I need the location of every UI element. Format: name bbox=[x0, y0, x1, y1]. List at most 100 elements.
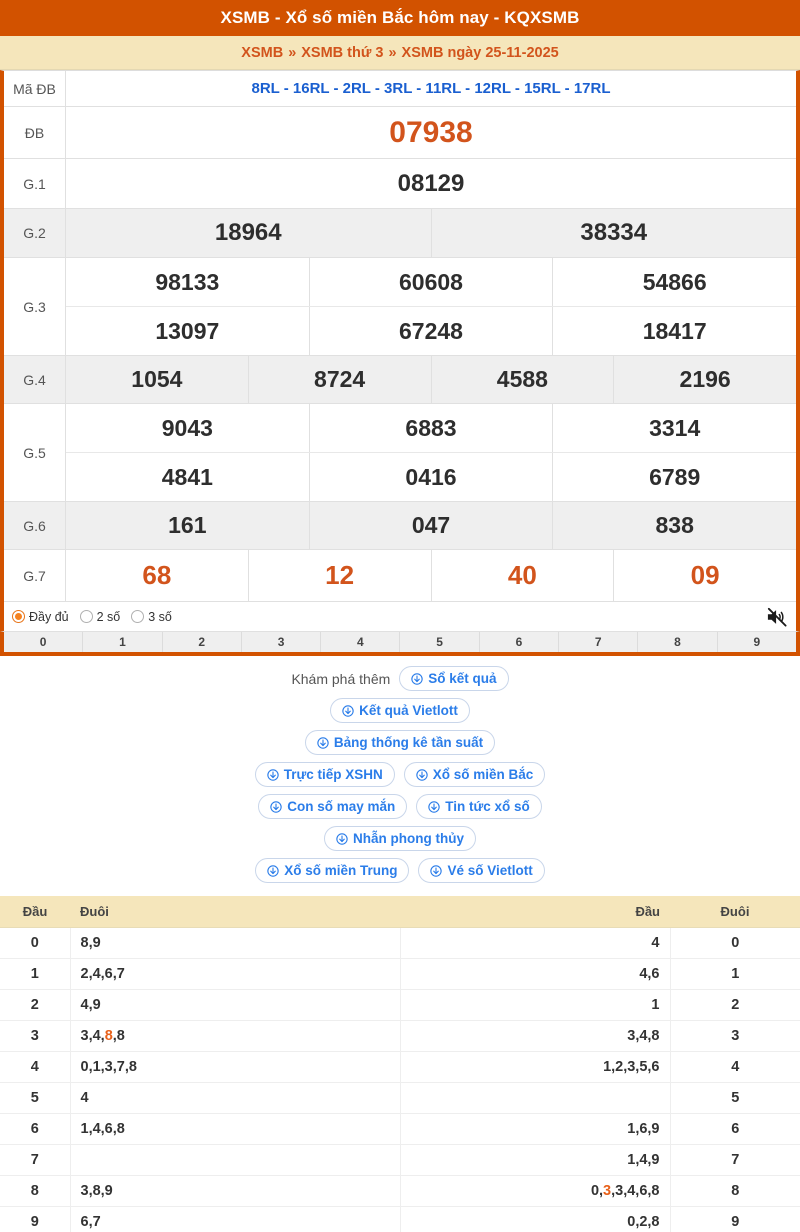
digit-cell-6[interactable]: 6 bbox=[478, 632, 558, 652]
stats-tail-right: 3 bbox=[669, 1020, 800, 1052]
digit-cell-5[interactable]: 5 bbox=[399, 632, 478, 652]
breadcrumb-middle[interactable]: XSMB thứ 3 bbox=[301, 44, 384, 61]
explore-link[interactable]: Vé số Vietlott bbox=[418, 858, 545, 883]
stats-tail-right: 5 bbox=[669, 1082, 800, 1114]
prize-values: 08129 bbox=[66, 159, 796, 208]
explore-link[interactable]: Bảng thống kê tần suất bbox=[304, 730, 496, 755]
prize-values: 68 12 40 09 bbox=[66, 550, 796, 601]
filter-bar: Đầy đủ 2 số 3 số bbox=[0, 602, 800, 632]
digit-cell-0[interactable]: 0 bbox=[39, 635, 47, 649]
explore-line: Khám phá thêm Sổ kết quả bbox=[0, 666, 800, 691]
prize-values: 161 047 838 bbox=[66, 502, 796, 549]
breadcrumb-root[interactable]: XSMB bbox=[241, 44, 284, 61]
digit-cell-8[interactable]: 8 bbox=[637, 632, 716, 652]
prize-number: 2196 bbox=[613, 356, 796, 403]
stats-head-right: 3,4,8 bbox=[399, 1020, 670, 1052]
prize-values: 9043 6883 3314 4841 0416 6789 bbox=[66, 404, 796, 501]
radio-dot-icon[interactable] bbox=[79, 610, 93, 623]
prize-row-db: ĐB 07938 bbox=[4, 107, 796, 159]
explore-link-label: Con số may mắn bbox=[287, 799, 396, 814]
prize-label: G.2 bbox=[4, 209, 66, 257]
digit-cell-1[interactable]: 1 bbox=[82, 632, 161, 652]
stats-head-right bbox=[399, 1082, 670, 1114]
prize-number: 38334 bbox=[430, 209, 797, 257]
stats-row: 7 1,4,9 7 bbox=[0, 1144, 800, 1176]
filter-option-0[interactable]: Đầy đủ bbox=[12, 610, 69, 624]
prize-values: 18964 38334 bbox=[66, 209, 796, 257]
stats-tail-right: 6 bbox=[669, 1113, 800, 1145]
digit-cell-2[interactable]: 2 bbox=[161, 632, 241, 652]
prize-number: 13097 bbox=[155, 317, 220, 344]
radio-dot-icon[interactable] bbox=[131, 610, 145, 623]
filter-option-label: Đầy đủ bbox=[29, 609, 69, 624]
prize-row-g6: G.6 161 047 838 bbox=[4, 502, 796, 550]
digit-cell-4[interactable]: 4 bbox=[320, 632, 399, 652]
prize-row-code: Mã ĐB 8RL - 16RL - 2RL - 3RL - 11RL - 12R… bbox=[4, 71, 796, 107]
explore-link-label: Vé số Vietlott bbox=[447, 863, 533, 878]
stats-header-tail-right: Đuôi bbox=[670, 896, 800, 928]
prize-number: 161 bbox=[168, 512, 207, 538]
prize-value-line: 98133 60608 54866 bbox=[66, 258, 796, 306]
explore-link[interactable]: Xổ số miền Bắc bbox=[403, 762, 546, 787]
explore-link[interactable]: Con số may mắn bbox=[258, 794, 408, 819]
stats-head-left: 9 bbox=[0, 1206, 70, 1232]
prize-value-line: 13097 67248 18417 bbox=[66, 306, 796, 355]
prize-number: 6789 bbox=[552, 453, 796, 501]
breadcrumb-separator-2: » bbox=[388, 44, 397, 61]
stats-head-right: 0,2,8 bbox=[399, 1206, 670, 1232]
stats-row: 4 0,1,3,7,8 1,2,3,5,6 4 bbox=[0, 1051, 800, 1083]
stats-tail-left: 3,8,9 bbox=[69, 1175, 400, 1207]
digit-cell-7[interactable]: 7 bbox=[558, 632, 637, 652]
stats-head-right: 1,2,3,5,6 bbox=[399, 1051, 670, 1083]
prize-value-line: 9043 6883 3314 bbox=[66, 404, 796, 452]
prize-number: 18964 bbox=[214, 219, 282, 246]
stats-head-left: 6 bbox=[0, 1113, 70, 1145]
stats-head-right: 1 bbox=[399, 989, 670, 1021]
explore-link[interactable]: Kết quả Vietlott bbox=[330, 698, 470, 723]
explore-link[interactable]: Xổ số miền Trung bbox=[255, 858, 410, 883]
prize-row-g2: G.2 18964 38334 bbox=[4, 209, 796, 258]
stats-header-head-left: Đầu bbox=[0, 896, 70, 928]
filter-option-1[interactable]: 2 số bbox=[79, 610, 120, 624]
prize-label: Mã ĐB bbox=[4, 71, 66, 106]
explore-line: Bảng thống kê tần suất bbox=[0, 730, 800, 755]
stats-tail-left: 8,9 bbox=[69, 927, 400, 959]
explore-line: Trực tiếp XSHN Xổ số miền Bắc bbox=[0, 762, 800, 787]
breadcrumb-current[interactable]: XSMB ngày 25-11-2025 bbox=[401, 44, 559, 61]
explore-link[interactable]: Trực tiếp XSHN bbox=[254, 762, 395, 787]
digit-cell-3[interactable]: 3 bbox=[240, 632, 320, 652]
head-tail-stats-table: Đầu Đuôi Đầu Đuôi 0 8,9 4 0 1 2,4,6,7 4,6 1 2 4,9… bbox=[0, 896, 800, 1232]
prize-value-line: 1054 8724 4588 2196 bbox=[66, 356, 796, 403]
explore-link-label: Xổ số miền Trung bbox=[284, 863, 398, 878]
digit-cell-9[interactable]: 9 bbox=[716, 632, 796, 652]
prize-value-line: 18964 38334 bbox=[66, 209, 796, 257]
stats-head-right: 1,6,9 bbox=[399, 1113, 670, 1145]
prize-values: 1054 8724 4588 2196 bbox=[66, 356, 796, 403]
prize-value-line: 07938 bbox=[66, 107, 796, 158]
stats-tail-right: 1 bbox=[669, 958, 800, 990]
radio-dot-icon[interactable] bbox=[12, 610, 25, 623]
stats-row: 3 3,4,8,8 3,4,8 3 bbox=[0, 1020, 800, 1052]
explore-link[interactable]: Tin tức xổ số bbox=[416, 794, 542, 819]
prize-label: G.4 bbox=[4, 356, 66, 403]
explore-link-label: Bảng thống kê tần suất bbox=[333, 735, 484, 750]
prize-number: 6883 bbox=[308, 404, 553, 452]
prize-row-g1: G.1 08129 bbox=[4, 159, 796, 209]
prize-number: 68 bbox=[142, 560, 172, 590]
prize-number: 8724 bbox=[247, 356, 431, 403]
stats-head-right: 1,4,9 bbox=[399, 1144, 670, 1176]
stats-head-left: 7 bbox=[0, 1144, 70, 1176]
speaker-muted-icon[interactable] bbox=[766, 607, 788, 627]
prize-label: G.6 bbox=[4, 502, 66, 549]
prize-values: 8RL - 16RL - 2RL - 3RL - 11RL - 12RL - 1… bbox=[66, 71, 796, 106]
stats-tail-right: 0 bbox=[669, 927, 800, 959]
stats-tail-left: 2,4,6,7 bbox=[69, 958, 400, 990]
explore-link[interactable]: Sổ kết quả bbox=[399, 666, 509, 691]
stats-head-left: 8 bbox=[0, 1175, 70, 1207]
stats-tail-left bbox=[69, 1144, 400, 1176]
explore-link-label: Trực tiếp XSHN bbox=[283, 767, 383, 782]
explore-link[interactable]: Nhẫn phong thủy bbox=[324, 826, 476, 851]
prize-number: 07938 bbox=[389, 115, 473, 149]
filter-option-2[interactable]: 3 số bbox=[131, 610, 172, 624]
filter-option-label: 3 số bbox=[148, 609, 172, 624]
